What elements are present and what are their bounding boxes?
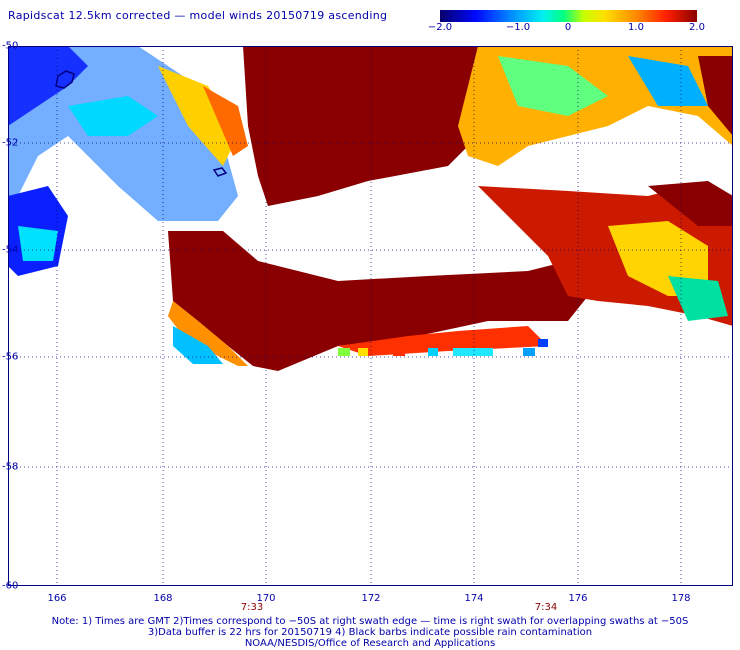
gridlines xyxy=(8,46,733,586)
note-line-1: Note: 1) Times are GMT 2)Times correspon… xyxy=(51,616,689,627)
lon-tick-label: 178 xyxy=(671,593,691,604)
wind-difference-map xyxy=(8,46,733,586)
lon-tick-label: 170 xyxy=(256,593,276,604)
colorbar: −2.0 −1.0 0 1.0 2.0 xyxy=(428,10,705,40)
swath-east xyxy=(458,46,733,326)
colorbar-tick-label: 0 xyxy=(564,22,572,33)
swath-time-label: 7:34 xyxy=(534,602,558,613)
lat-tick-label: -60 xyxy=(2,580,19,592)
colorbar-tick-label: −1.0 xyxy=(505,22,531,33)
swath-center xyxy=(168,46,588,371)
lat-tick-label: -54 xyxy=(2,244,19,256)
lat-tick-label: -50 xyxy=(2,40,19,52)
lat-tick-label: -52 xyxy=(2,137,19,149)
lon-tick-label: 172 xyxy=(361,593,381,604)
lon-tick-label: 176 xyxy=(568,593,588,604)
swath-time-label: 7:33 xyxy=(240,602,264,613)
lat-tick-label: -56 xyxy=(2,351,19,363)
swath-south-edge xyxy=(338,339,548,356)
colorbar-tick-label: 1.0 xyxy=(628,22,644,33)
map-frame xyxy=(8,46,733,586)
colorbar-gradient xyxy=(440,10,697,22)
lon-tick-label: 168 xyxy=(153,593,173,604)
colorbar-tick-label: −2.0 xyxy=(427,22,453,33)
lon-tick-label: 174 xyxy=(464,593,484,604)
lat-tick-label: -58 xyxy=(2,461,19,473)
note-credit: NOAA/NESDIS/Office of Research and Appli… xyxy=(244,638,496,649)
lon-tick-label: 166 xyxy=(47,593,67,604)
note-line-2: 3)Data buffer is 22 hrs for 20150719 4) … xyxy=(147,627,593,638)
swath-west xyxy=(8,46,248,276)
map-title: Rapidscat 12.5km corrected — model winds… xyxy=(8,9,388,22)
island-outlines xyxy=(55,70,228,177)
colorbar-tick-label: 2.0 xyxy=(689,22,705,33)
